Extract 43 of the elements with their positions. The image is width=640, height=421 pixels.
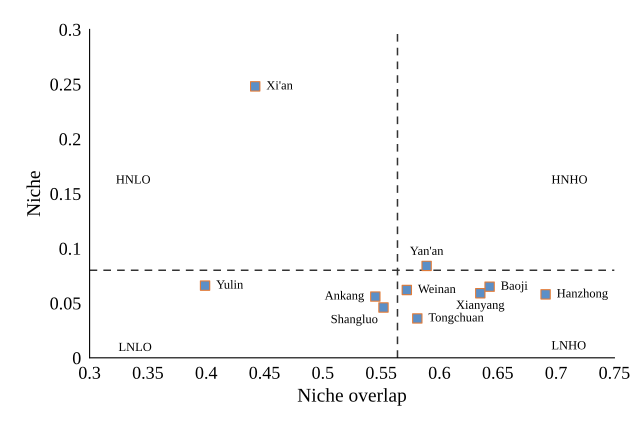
point xyxy=(378,302,389,313)
point xyxy=(484,281,495,292)
annotation: HNHO xyxy=(552,175,588,184)
annotation: Weinan xyxy=(418,284,456,294)
x-tick-label: 0.35 xyxy=(132,366,164,379)
x-tick-label: 0.65 xyxy=(482,366,513,379)
x-tick-label: 0.45 xyxy=(249,366,280,379)
annotation: Yan'an xyxy=(410,246,444,256)
annotation: LNHO xyxy=(552,341,586,350)
x-tick-label: 0.7 xyxy=(545,366,567,379)
annotation: Baoji xyxy=(501,281,528,292)
annotation: HNLO xyxy=(116,175,150,184)
point xyxy=(402,284,412,296)
y-tick-label: 0.05 xyxy=(50,297,81,310)
annotation: Tongchuan xyxy=(428,312,484,324)
annotation: Shangluo xyxy=(332,314,378,326)
x-axis-title: Niche overlap xyxy=(298,388,406,406)
annotation: Hanzhong xyxy=(557,288,608,300)
y-tick-label: 0.3 xyxy=(59,24,81,36)
y-tick-label: 0 xyxy=(72,352,81,364)
x-tick-label: 0.5 xyxy=(312,366,334,379)
y-axis-title: Niche xyxy=(26,171,40,216)
annotation: Ankang xyxy=(324,290,364,302)
x-tick-label: 0.4 xyxy=(196,366,218,379)
point xyxy=(370,291,381,302)
point xyxy=(421,260,432,272)
x-tick-label: 0.55 xyxy=(366,366,396,379)
annotation: Yulin xyxy=(216,280,244,289)
annotation: Xianyang xyxy=(456,300,504,312)
x-tick-label: 0.6 xyxy=(428,366,450,379)
point xyxy=(250,81,260,92)
point xyxy=(200,280,210,291)
point xyxy=(412,313,423,324)
y-tick-label: 0.15 xyxy=(50,188,81,200)
point xyxy=(540,289,551,300)
x-tick-label: 0.3 xyxy=(79,366,100,379)
y-tick-label: 0.2 xyxy=(59,133,80,146)
y-tick-label: 0.1 xyxy=(59,242,80,255)
y-tick-label: 0.25 xyxy=(50,78,81,91)
x-tick-label: 0.75 xyxy=(599,366,630,379)
annotation: LNLO xyxy=(118,342,152,352)
point xyxy=(475,288,486,298)
annotation: Xi'an xyxy=(266,81,293,90)
